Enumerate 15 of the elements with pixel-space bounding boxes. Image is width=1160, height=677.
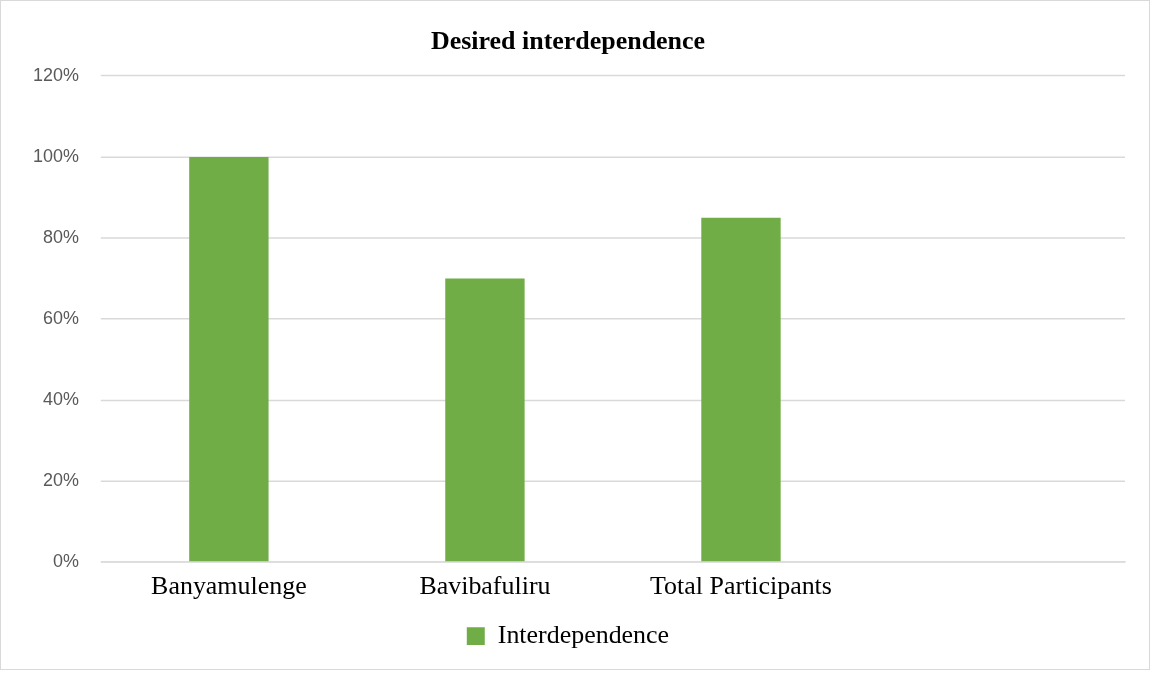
y-tick-label: 20% bbox=[42, 470, 79, 491]
x-tick-label: Bavibafuliru bbox=[419, 571, 551, 601]
y-tick-label: 100% bbox=[32, 145, 79, 166]
bar bbox=[445, 278, 525, 562]
x-tick-label: Total Participants bbox=[650, 571, 832, 601]
y-tick-label: 120% bbox=[32, 64, 79, 85]
y-tick-label: 80% bbox=[42, 226, 79, 247]
bar bbox=[701, 217, 781, 562]
chart-title: Desired interdependence bbox=[431, 26, 706, 56]
y-tick-label: 40% bbox=[42, 389, 79, 410]
bar bbox=[189, 157, 269, 562]
y-tick-label: 60% bbox=[42, 308, 79, 328]
legend-label: Interdependence bbox=[497, 619, 670, 649]
y-tick-label: 0% bbox=[52, 551, 79, 572]
x-tick-label: Banyamulenge bbox=[151, 571, 307, 601]
